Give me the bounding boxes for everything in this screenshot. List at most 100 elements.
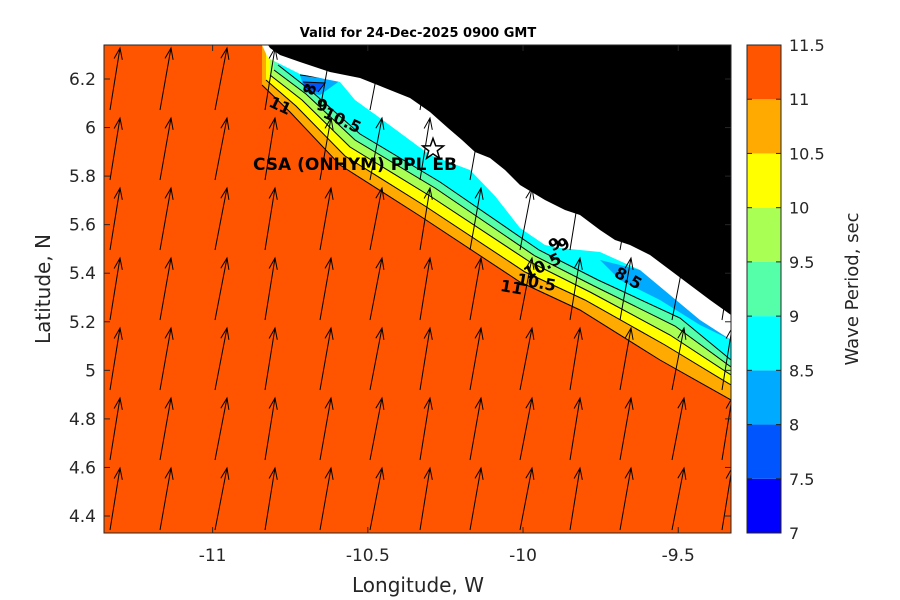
y-tick-label: 5.4 [69,264,96,284]
wave-arrow [619,186,634,251]
station-star-icon [420,136,446,161]
colorbar-swatch [747,153,781,208]
wave-arrow [469,46,484,111]
wave-arrow [159,256,174,321]
wave-arrow [109,326,123,391]
wave-arrow [264,116,278,181]
wave-arrow [109,116,123,181]
land-mass [268,45,731,315]
wave-arrow [109,256,123,321]
wave-arrow [419,396,433,461]
wave-arrow [214,396,230,461]
wave-arrow [469,116,484,181]
colorbar-tick-label: 10.5 [789,144,825,163]
x-tick-label: -11 [199,546,227,566]
contour-label: 11 [499,276,524,299]
y-tick-label: 6.2 [69,70,96,90]
wave-arrow [721,118,731,181]
colorbar-swatch [747,207,781,262]
wave-arrow [159,186,174,251]
wave-arrow [469,396,484,461]
colorbar-tick-label: 7 [789,524,799,543]
wave-arrow [214,466,230,531]
wave-arrow [469,466,484,531]
wave-arrow [569,396,583,461]
contour-label: 9 [315,95,329,116]
wave-arrow [619,466,634,531]
y-tick-label: 5 [85,361,96,381]
wave-arrow [214,46,230,111]
y-tick-label: 4.6 [69,458,96,478]
wave-arrow [671,396,687,461]
wave-arrow [721,398,731,461]
x-tick-label: -10 [509,546,537,566]
wave-arrow [619,46,634,111]
wave-arrow [569,256,583,321]
wave-arrow [159,466,174,531]
wave-arrow [319,46,334,111]
wave-arrow [264,186,278,251]
station-label: CSA (ONHYM) PPL EB [253,155,457,175]
wave-arrow [319,186,334,251]
wave-arrow [619,256,634,321]
wave-arrow [214,186,230,251]
wave-arrow [264,466,278,531]
wave-arrow [519,256,535,321]
wave-arrow [671,466,687,531]
wave-arrow [569,186,583,251]
wave-arrow [721,188,731,251]
wave-arrow [369,186,385,251]
wave-arrow [419,186,433,251]
wave-arrow [569,46,583,111]
wave-arrow [569,466,583,531]
plot-frame [103,44,732,534]
wave-arrow [519,116,535,181]
colorbar-tick-label: 11 [789,90,809,109]
colorbar-tick-label: 8 [789,416,799,435]
x-axis-ticks: -11 -10.5 -10 -9.5 [199,45,695,566]
wave-arrow [419,466,433,531]
wave-arrow [469,186,484,251]
wave-arrow [159,326,174,391]
colorbar-swatch [747,370,781,425]
x-tick-label: -10.5 [346,546,390,566]
colorbar-swatch [747,316,781,371]
wave-arrow [419,326,433,391]
y-tick-label: 4.8 [69,410,96,430]
wave-arrow [109,186,123,251]
wave-arrow [519,396,535,461]
wave-arrow [671,46,687,111]
wave-arrow [619,326,634,391]
wave-arrow [671,186,687,251]
wave-arrow [214,326,230,391]
wave-arrow [519,46,535,111]
wave-arrow [264,256,278,321]
map-title: Valid for 24-Dec-2025 0900 GMT [300,26,537,41]
wave-arrow [264,396,278,461]
x-tick-label: -9.5 [662,546,695,566]
colorbar-label: Wave Period, sec [842,212,863,365]
colorbar-swatch [747,261,781,317]
colorbar-tick-label: 11.5 [789,36,825,55]
wave-arrow [569,116,583,181]
x-axis-label: Longitude, W [352,573,484,597]
colorbar-tick-label: 8.5 [789,361,814,380]
wave-arrow [569,326,583,391]
wave-arrow [109,466,123,531]
wave-arrow [159,116,174,181]
colorbar-tick-label: 7.5 [789,470,814,489]
wave-arrow [369,256,385,321]
y-tick-label: 5.2 [69,313,96,333]
wave-arrow [264,46,278,111]
colorbar-tick-label: 9 [789,307,799,326]
colorbar-tick-label: 9.5 [789,253,814,272]
wave-arrow [721,328,731,391]
wave-arrow [109,396,123,461]
wave-arrow [159,396,174,461]
wave-arrow [671,116,687,181]
wave-arrow [214,116,230,181]
wave-arrow [369,326,385,391]
wave-arrow [369,116,385,181]
